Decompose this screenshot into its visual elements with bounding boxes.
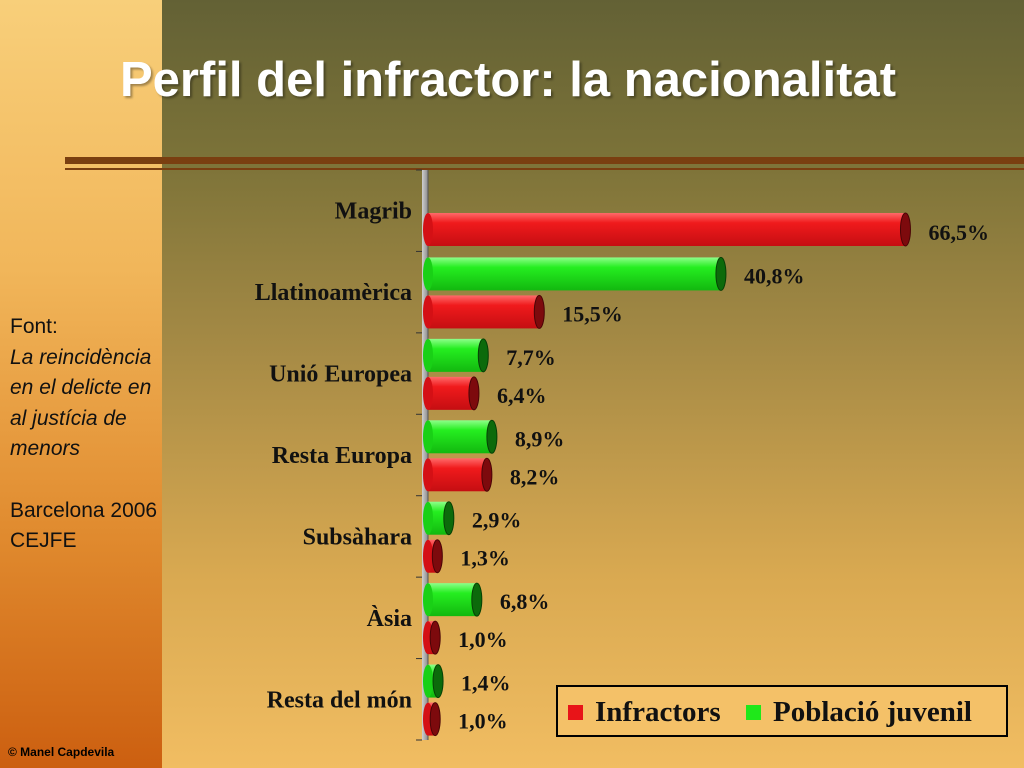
source-note: Font: La reincidència en el delicte en a…: [10, 312, 158, 557]
bar-poblacio-juvenil: [423, 256, 727, 291]
data-label-poblacio: 6,8%: [500, 589, 549, 614]
data-label-infractors: 66,5%: [928, 220, 989, 245]
source-place-year: Barcelona 2006: [10, 498, 158, 522]
bar-infractors: [423, 539, 443, 574]
data-label-poblacio: 40,8%: [744, 263, 805, 288]
source-title: La reincidència en el delicte en al just…: [10, 345, 152, 461]
data-label-infractors: 1,3%: [460, 546, 510, 571]
bar-poblacio-juvenil: [423, 338, 489, 373]
left-sidebar-panel: [0, 0, 162, 768]
bar-infractors: [423, 702, 441, 737]
data-label-poblacio: 7,7%: [506, 345, 556, 370]
title-underline: [65, 157, 1024, 164]
category-label: Unió Europea: [269, 362, 412, 388]
bar-poblacio-juvenil: [423, 582, 483, 617]
data-label-poblacio: 8,9%: [515, 426, 565, 451]
data-label-poblacio: 1,4%: [461, 671, 511, 696]
data-label-infractors: 15,5%: [562, 301, 623, 326]
data-label-infractors: 1,0%: [458, 627, 508, 652]
bar-poblacio-juvenil: [423, 664, 444, 699]
source-label: Font:: [10, 315, 58, 338]
data-label-infractors: 1,0%: [458, 709, 508, 734]
category-label: Subsàhara: [303, 524, 412, 550]
legend-swatch-infractors: [568, 705, 583, 720]
chart-legend: Infractors Població juvenil: [556, 685, 1008, 737]
source-org: CEJFE: [10, 529, 77, 552]
legend-label-poblacio: Població juvenil: [773, 696, 972, 728]
bar-infractors: [423, 294, 545, 329]
bar-poblacio-juvenil: [423, 419, 498, 454]
category-label: Resta Europa: [272, 443, 412, 469]
copyright-text: © Manel Capdevila: [8, 745, 115, 759]
legend-swatch-poblacio: [746, 705, 761, 720]
category-label: Resta del món: [267, 687, 412, 713]
legend-item-poblacio: Població juvenil: [746, 696, 972, 729]
y-axis: [422, 170, 428, 740]
data-label-infractors: 6,4%: [497, 383, 547, 408]
data-label-infractors: 8,2%: [510, 464, 559, 489]
category-label: Llatinoamèrica: [255, 280, 412, 306]
bar-infractors: [423, 376, 480, 411]
bar-poblacio-juvenil: [423, 501, 455, 536]
legend-label-infractors: Infractors: [595, 696, 721, 728]
title-underline-thin: [65, 168, 1024, 170]
slide-title: Perfil del infractor: la nacionalitat: [120, 53, 897, 107]
data-label-poblacio: 2,9%: [472, 508, 522, 533]
category-label: Àsia: [367, 606, 412, 632]
category-label: Magrib: [335, 199, 412, 225]
bar-infractors: [423, 457, 493, 492]
bar-infractors: [423, 212, 911, 247]
main-panel-background: [162, 0, 1024, 768]
legend-item-infractors: Infractors: [568, 696, 721, 729]
bar-infractors: [423, 620, 441, 655]
